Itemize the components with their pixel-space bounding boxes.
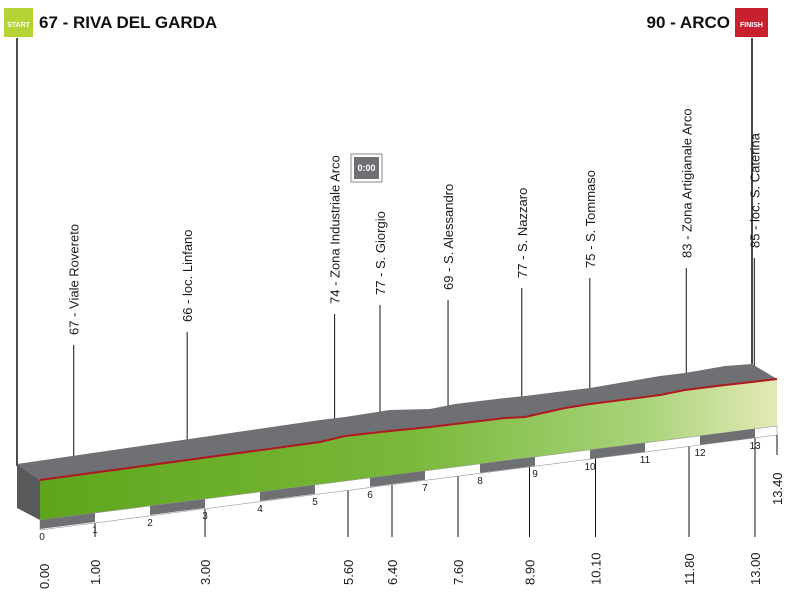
waypoint-label: 83 - Zona Artigianale Arco	[679, 108, 694, 258]
waypoint-km-label: 10.10	[589, 552, 604, 585]
km-stripe	[480, 456, 535, 473]
waypoint-km-label: 7.60	[451, 560, 466, 585]
time-badge-fill	[354, 157, 379, 179]
waypoint: 66 - loc. Linfano	[180, 229, 206, 537]
waypoint-markers: 67 - Viale Rovereto 66 - loc. Linfano 74 -…	[67, 108, 762, 537]
waypoint-label: 75 - S. Tommaso	[583, 170, 598, 268]
finish-km-label: 13.40	[770, 472, 785, 505]
finish-badge-text: FINISH	[740, 22, 763, 29]
km-tick-label: 1	[92, 525, 98, 536]
km-tick-label: 2	[147, 518, 153, 529]
start-location: 67 - RIVA DEL GARDA	[39, 13, 217, 32]
km-tick-label: 7	[422, 483, 428, 494]
start-badge-text: START	[7, 22, 31, 29]
road-surface	[17, 364, 777, 480]
km-tick-label: 4	[257, 504, 263, 515]
km-stripe	[40, 512, 95, 529]
start-km-label: 0.00	[37, 564, 52, 589]
waypoint-label: 69 - S. Alessandro	[441, 184, 456, 290]
waypoint: 83 - Zona Artigianale Arco	[679, 108, 694, 537]
start-header: START 67 - RIVA DEL GARDA	[4, 8, 217, 37]
km-tick-label: 13	[749, 441, 761, 452]
waypoint-label: 85 - loc. S. Caterina	[747, 132, 762, 248]
time-badge-text: 0:00	[357, 163, 375, 173]
waypoint: 85 - loc. S. Caterina	[747, 132, 762, 537]
km-tick-label: 0	[39, 532, 45, 543]
waypoint-label: 77 - S. Nazzaro	[515, 188, 530, 278]
km-tick-label: 11	[640, 455, 651, 466]
waypoint-km-label: 13.00	[748, 552, 763, 585]
waypoint-km-label: 1.00	[88, 560, 103, 585]
waypoint-km-label: 6.40	[385, 560, 400, 585]
start-badge	[4, 8, 33, 37]
km-stripe	[590, 442, 645, 459]
finish-header: 90 - ARCO FINISH	[647, 8, 768, 37]
km-tick-label: 9	[532, 469, 538, 480]
waypoint: 77 - S. Giorgio	[373, 211, 393, 537]
km-tick-label: 12	[694, 448, 706, 459]
finish-badge	[735, 8, 768, 37]
km-tick-label: 6	[367, 490, 373, 501]
km-tick-label: 10	[584, 462, 596, 473]
waypoint-km-label: 11.80	[682, 553, 697, 585]
waypoint-label: 74 - Zona Industriale Arco	[328, 155, 343, 304]
profile-line	[39, 378, 778, 481]
waypoint-km-label: 8.90	[523, 560, 538, 585]
waypoint: 75 - S. Tommaso	[583, 170, 598, 537]
km-tick-label: 8	[477, 476, 483, 487]
profile-start-face	[17, 464, 40, 520]
waypoint: 69 - S. Alessandro	[441, 184, 459, 537]
waypoint-km-labels: 1.00 3.00 5.60 6.40 7.60 8.90 10.10 11.80 13.00 0…	[37, 435, 785, 589]
waypoint-label: 77 - S. Giorgio	[373, 211, 388, 295]
km-stripe	[370, 470, 425, 487]
km-tick-label: 5	[312, 497, 318, 508]
waypoint-label: 66 - loc. Linfano	[180, 229, 195, 322]
km-stripes	[40, 428, 755, 529]
waypoint-label: 67 - Viale Rovereto	[67, 224, 82, 335]
finish-location: 90 - ARCO	[647, 13, 730, 32]
waypoint: 77 - S. Nazzaro	[515, 188, 530, 537]
waypoint-km-label: 3.00	[198, 560, 213, 585]
profile-front	[40, 379, 777, 520]
time-badge: 0:00	[350, 153, 383, 183]
km-stripe	[260, 484, 315, 501]
waypoint: 74 - Zona Industriale Arco	[328, 155, 349, 537]
km-stripe	[150, 498, 205, 515]
km-stripe	[700, 428, 755, 445]
waypoint-km-label: 5.60	[341, 560, 356, 585]
km-tick-label: 3	[202, 511, 208, 522]
